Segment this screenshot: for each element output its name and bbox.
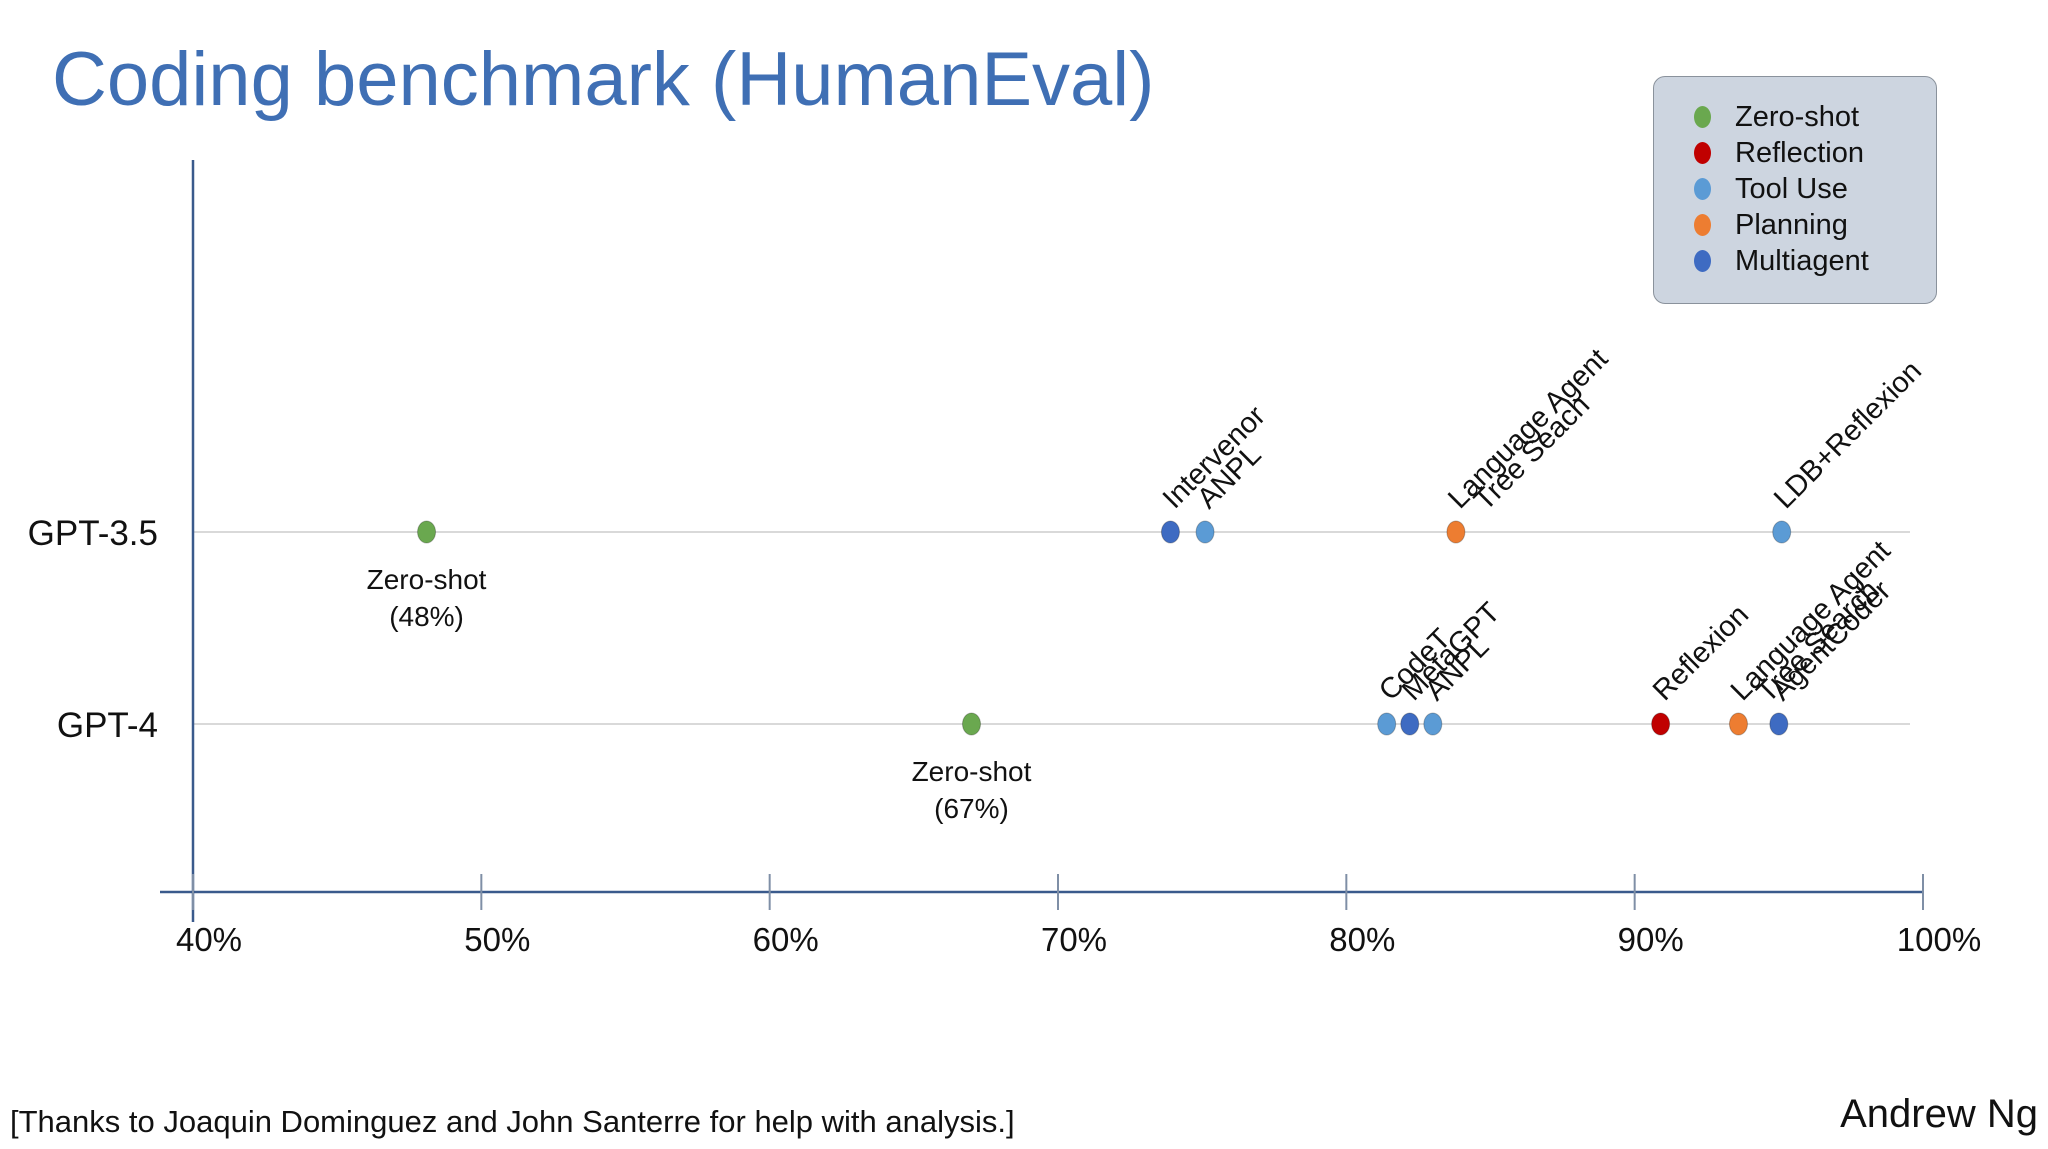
data-point xyxy=(1160,520,1180,544)
legend-marker xyxy=(1694,142,1711,164)
x-tick-label: 60% xyxy=(753,921,819,958)
x-tick-label: 50% xyxy=(464,921,530,958)
point-label: (67%) xyxy=(934,793,1009,824)
legend-marker xyxy=(1694,106,1711,128)
legend-item-zero-shot: Zero-shot xyxy=(1694,99,1936,135)
category-label: GPT-4 xyxy=(57,706,158,745)
point-label: (48%) xyxy=(389,601,464,632)
legend-label: Multiagent xyxy=(1735,244,1869,277)
legend-item-planning: Planning xyxy=(1694,207,1936,243)
data-point xyxy=(1195,520,1215,544)
legend-label: Zero-shot xyxy=(1735,100,1860,133)
data-point xyxy=(962,712,981,736)
x-tick-label: 100% xyxy=(1897,921,1981,958)
x-tick-label: 40% xyxy=(176,921,242,958)
legend: Zero-shot Reflection Tool Use Planning Multi… xyxy=(1653,76,1937,304)
category-label: GPT-3.5 xyxy=(28,514,158,553)
data-point xyxy=(1769,712,1789,736)
chart-title: Coding benchmark (HumanEval) xyxy=(52,37,1155,122)
x-tick-label: 70% xyxy=(1041,921,1107,958)
legend-label: Tool Use xyxy=(1735,172,1848,205)
data-point xyxy=(1728,712,1748,736)
point-label: Zero-shot xyxy=(912,756,1032,787)
point-label: LDB+Reflexion xyxy=(1768,355,1928,515)
data-point xyxy=(1400,712,1420,736)
legend-label: Planning xyxy=(1735,208,1848,241)
data-point xyxy=(417,520,437,544)
legend-label: Reflection xyxy=(1735,136,1864,169)
legend-item-reflection: Reflection xyxy=(1694,135,1936,171)
footnote: [Thanks to Joaquin Dominguez and John Sa… xyxy=(10,1104,1015,1139)
data-point xyxy=(1377,712,1397,736)
author-credit: Andrew Ng xyxy=(1840,1092,2038,1136)
x-tick-label: 90% xyxy=(1618,921,1684,958)
data-point xyxy=(1772,520,1792,544)
data-point xyxy=(1446,520,1466,544)
legend-marker xyxy=(1694,178,1711,200)
x-tick-label: 80% xyxy=(1329,921,1395,958)
legend-marker xyxy=(1694,214,1711,236)
legend-item-tool-use: Tool Use xyxy=(1694,171,1936,207)
legend-item-multiagent: Multiagent xyxy=(1694,243,1936,279)
point-label: Zero-shot xyxy=(367,564,487,595)
point-label: Language Agent xyxy=(1442,343,1614,515)
data-point xyxy=(1651,712,1671,736)
data-point xyxy=(1423,712,1443,736)
legend-marker xyxy=(1694,250,1711,272)
